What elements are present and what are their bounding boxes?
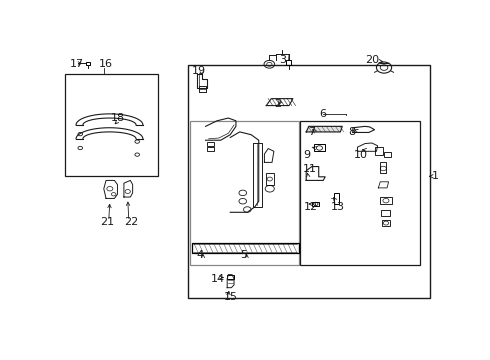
- Text: 4: 4: [196, 250, 203, 260]
- Text: 10: 10: [354, 150, 368, 161]
- Text: 13: 13: [331, 202, 345, 212]
- Bar: [207, 141, 214, 146]
- Text: 19: 19: [192, 66, 206, 76]
- Bar: [380, 162, 386, 174]
- Bar: [334, 193, 339, 204]
- Bar: [86, 62, 91, 65]
- Bar: [312, 202, 319, 206]
- Text: 2: 2: [274, 99, 281, 109]
- Text: 12: 12: [303, 202, 318, 212]
- Text: 21: 21: [100, 217, 115, 227]
- Bar: [192, 243, 298, 253]
- Bar: [382, 220, 390, 226]
- Bar: [65, 74, 158, 176]
- Text: 20: 20: [365, 55, 379, 65]
- Bar: [190, 121, 298, 265]
- Bar: [380, 197, 392, 204]
- Bar: [286, 60, 292, 66]
- Polygon shape: [306, 126, 342, 132]
- Bar: [227, 275, 234, 279]
- Text: 3: 3: [280, 55, 287, 65]
- Text: 7: 7: [308, 127, 315, 137]
- Text: 14: 14: [211, 274, 224, 284]
- Text: 17: 17: [70, 59, 84, 69]
- Text: 22: 22: [124, 217, 138, 227]
- Text: 8: 8: [348, 127, 355, 137]
- Polygon shape: [267, 99, 293, 105]
- Text: 16: 16: [99, 59, 113, 69]
- Text: 6: 6: [319, 109, 326, 119]
- Bar: [266, 174, 274, 185]
- Bar: [381, 210, 391, 216]
- Text: 9: 9: [303, 150, 311, 161]
- Text: 5: 5: [240, 250, 247, 260]
- Text: 11: 11: [302, 164, 317, 174]
- Text: 1: 1: [432, 171, 439, 181]
- Bar: [375, 147, 383, 156]
- Bar: [384, 152, 391, 157]
- Text: 15: 15: [224, 292, 238, 302]
- Text: 18: 18: [111, 113, 125, 123]
- Bar: [314, 144, 325, 151]
- Bar: [189, 66, 430, 298]
- Bar: [207, 147, 214, 151]
- Bar: [300, 121, 420, 265]
